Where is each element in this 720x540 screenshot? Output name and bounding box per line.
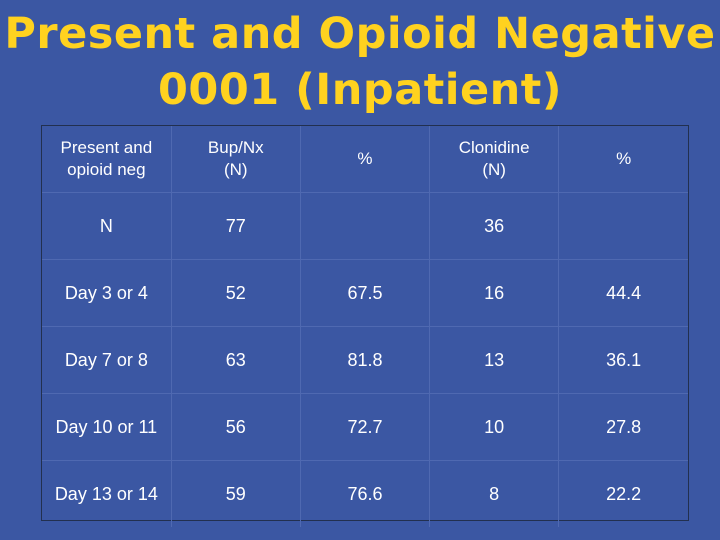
header-text: Present and: [60, 138, 153, 157]
header-text: (N): [223, 160, 248, 179]
table-cell: [299, 192, 430, 260]
header-text: (N): [482, 160, 506, 179]
header-text: opioid neg: [67, 160, 146, 179]
table-cell: 81.8: [299, 326, 430, 394]
table-cell: 8: [429, 460, 559, 527]
table-cell: 36.1: [558, 326, 688, 394]
header-text: Bup/Nx: [207, 138, 264, 157]
title-line-2: 0001 (Inpatient): [158, 65, 562, 115]
table-cell: 22.2: [558, 460, 688, 527]
table-cell: 59: [170, 460, 301, 527]
table-cell: 52: [170, 259, 301, 327]
header-cell-bupnx: Bup/Nx (N): [170, 126, 301, 193]
table-cell: Day 3 or 4: [42, 259, 172, 327]
header-text: %: [357, 149, 373, 168]
table-cell: 27.8: [558, 393, 688, 461]
header-cell-clonidine: Clonidine (N): [429, 126, 559, 193]
table-cell: 13: [429, 326, 559, 394]
table-cell: 77: [170, 192, 301, 260]
table-cell: Day 10 or 11: [42, 393, 172, 461]
table-row: Day 3 or 4 52 67.5 16 44.4: [42, 259, 688, 327]
table-cell: 63: [170, 326, 301, 394]
results-table-container: Present and opioid neg Bup/Nx (N) % Clon…: [41, 125, 689, 527]
title-line-1: Present and Opioid Negative: [4, 9, 716, 59]
table-row: Day 10 or 11 56 72.7 10 27.8: [42, 393, 688, 461]
table-cell: 72.7: [299, 393, 430, 461]
header-cell-group: Present and opioid neg: [42, 126, 171, 193]
table-cell: 36: [429, 192, 559, 260]
table-cell: 76.6: [299, 460, 430, 527]
table-cell: Day 7 or 8: [42, 326, 172, 394]
table-cell: 10: [429, 393, 559, 461]
table-cell: 16: [429, 259, 559, 327]
table-cell: [558, 192, 688, 260]
header-text: %: [616, 149, 632, 168]
table-cell: 56: [170, 393, 301, 461]
table-cell: Day 13 or 14: [42, 460, 172, 527]
page-title: Present and Opioid Negative 0001 (Inpati…: [0, 6, 720, 118]
header-text: Clonidine: [458, 138, 530, 157]
table-cell: 44.4: [558, 259, 688, 327]
table-cell: 67.5: [299, 259, 430, 327]
header-cell-clonidine-percent: %: [558, 126, 688, 193]
table-cell: N: [42, 192, 172, 260]
results-table: Present and opioid neg Bup/Nx (N) % Clon…: [42, 126, 688, 527]
table-row: Day 7 or 8 63 81.8 13 36.1: [42, 326, 688, 394]
table-row: N 77 36: [42, 192, 688, 260]
table-header-row: Present and opioid neg Bup/Nx (N) % Clon…: [42, 126, 688, 193]
header-cell-bupnx-percent: %: [299, 126, 430, 193]
table-row: Day 13 or 14 59 76.6 8 22.2: [42, 460, 688, 527]
